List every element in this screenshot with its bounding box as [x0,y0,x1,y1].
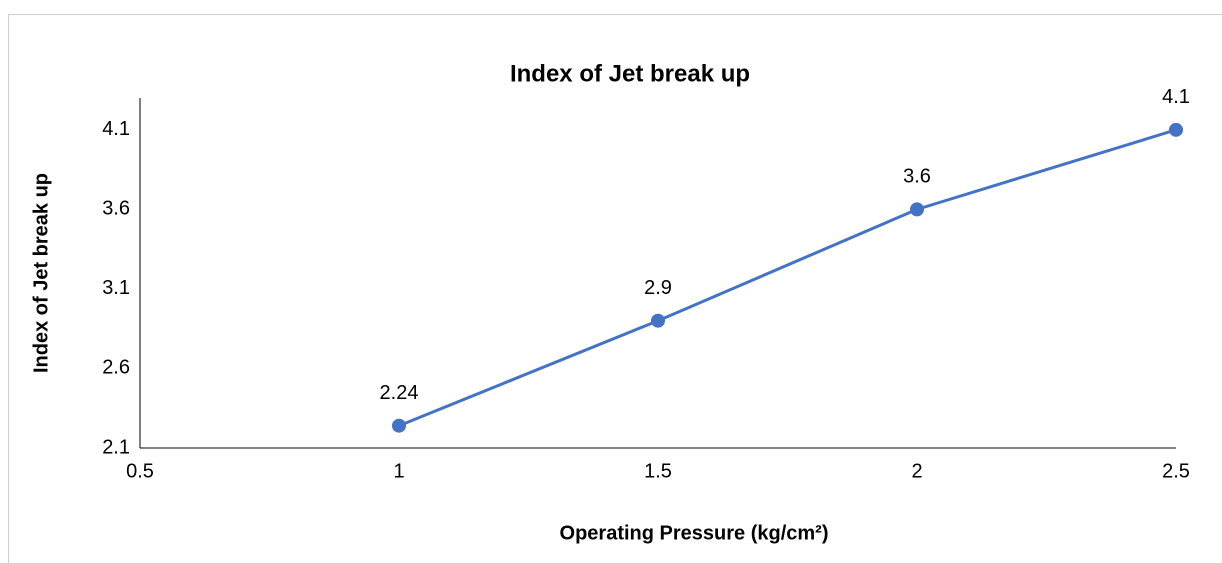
y-tick-label: 3.6 [102,198,130,220]
x-axis-label: Operating Pressure (kg/cm²) [560,522,829,544]
x-tick-label: 0.5 [126,460,154,482]
point [651,313,665,328]
data-label: 2.24 [380,382,419,404]
y-tick-label: 3.1 [102,277,130,299]
line [398,128,1177,428]
data-label: 4.1 [1162,86,1190,108]
y-tick-label: 2.6 [102,357,130,379]
data-label: 3.6 [903,166,931,188]
x-tick-label: 2 [911,460,922,482]
point [1169,122,1183,137]
x-tick-label: 2.5 [1162,460,1190,482]
point [392,418,406,433]
chart-title: Index of Jet break up [510,60,750,87]
x-tick-label: 1.5 [644,460,672,482]
data-label: 2.9 [644,277,672,299]
y-tick-label: 4.1 [102,118,130,140]
y-axis-label: Index of Jet break up [30,173,52,373]
x-tick-label: 1 [393,460,404,482]
y-tick-label: 2.1 [102,436,130,458]
point [910,202,924,217]
chart-border [8,14,1222,563]
